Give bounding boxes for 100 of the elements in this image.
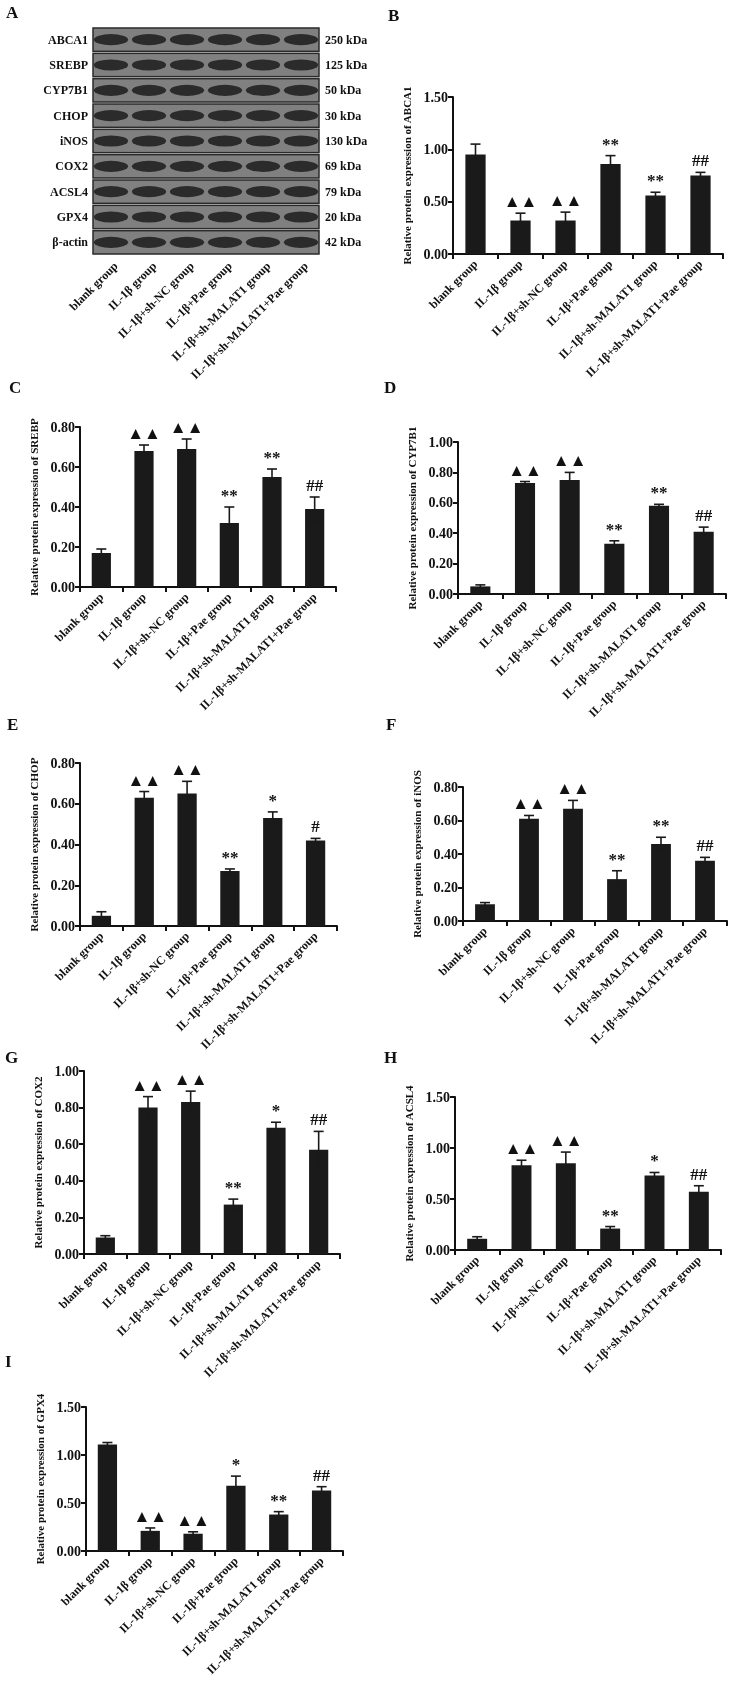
- y-tick-label: 0.20: [50, 877, 75, 893]
- chart-title: C: [9, 378, 22, 397]
- annotation: ▲▲: [127, 770, 162, 790]
- y-tick-label: 0.00: [54, 1246, 79, 1262]
- category-label: β-actin: [52, 235, 88, 250]
- y-tick-label: 0.40: [433, 846, 458, 862]
- y-tick-label: 1.00: [428, 434, 453, 450]
- annotation: ▲▲: [549, 1131, 583, 1151]
- annotation: *: [268, 790, 277, 810]
- y-tick-label: 0.00: [56, 1543, 81, 1559]
- y-tick-label: 0.00: [50, 918, 75, 934]
- category-label: 130 kDa: [325, 134, 368, 148]
- y-axis-title: Relative protein expression of CYP7B1: [406, 426, 419, 610]
- y-tick-label: 0.40: [54, 1173, 79, 1189]
- annotation: **: [263, 448, 281, 467]
- annotation: ##: [696, 836, 714, 856]
- y-tick-label: 0.50: [56, 1495, 81, 1511]
- category-label: 125 kDa: [325, 58, 368, 72]
- y-tick-label: 0.40: [50, 499, 75, 515]
- y-tick-label: 0.00: [428, 586, 453, 602]
- y-tick-label: 0.20: [428, 556, 453, 572]
- category-label: GPX4: [56, 210, 88, 224]
- category-label: CHOP: [53, 108, 88, 123]
- category-label: 30 kDa: [325, 108, 362, 123]
- y-tick-label: 0.20: [433, 880, 458, 895]
- annotation: *: [231, 1455, 241, 1475]
- annotation: **: [220, 486, 238, 505]
- annotation: ▲▲: [556, 779, 590, 799]
- y-tick-label: 1.00: [56, 1447, 81, 1463]
- y-tick-label: 0.50: [425, 1191, 450, 1207]
- category-label: 20 kDa: [325, 210, 362, 224]
- annotation: ##: [310, 1110, 328, 1130]
- annotation: *: [271, 1101, 281, 1121]
- text: A: [6, 3, 19, 22]
- y-tick-label: 0.40: [50, 837, 75, 852]
- category-label: SREBP: [49, 58, 88, 72]
- annotation: ▲▲: [548, 191, 583, 211]
- annotation: ▲▲: [508, 460, 542, 480]
- annotation: **: [647, 171, 664, 191]
- y-tick-label: 0.80: [54, 1100, 79, 1116]
- y-tick-label: 0.60: [50, 459, 75, 475]
- chart-title: F: [386, 715, 397, 734]
- annotation: **: [221, 847, 239, 867]
- category-label: 42 kDa: [325, 235, 362, 250]
- chart-title: H: [384, 1048, 398, 1067]
- chart-title: G: [5, 1048, 19, 1067]
- annotation: ##: [690, 1164, 708, 1184]
- annotation: **: [650, 483, 668, 503]
- y-tick-label: 0.00: [433, 913, 458, 929]
- annotation: ▲▲: [133, 1506, 168, 1526]
- category-label: ACSL4: [49, 184, 88, 199]
- category-label: 79 kDa: [325, 184, 362, 199]
- annotation: ##: [695, 506, 713, 526]
- annotation: ▲▲: [170, 760, 204, 780]
- y-tick-label: 0.80: [428, 464, 453, 480]
- annotation: ▲▲: [127, 424, 161, 443]
- annotation: *: [650, 1151, 659, 1171]
- y-tick-label: 0.00: [425, 1242, 450, 1258]
- y-tick-label: 1.00: [54, 1063, 79, 1079]
- y-axis-title: Relative protein expression of iNOS: [411, 770, 424, 938]
- annotation: ▲▲: [176, 1510, 210, 1530]
- y-axis-title: Relative protein expression of CHOP: [28, 757, 41, 932]
- annotation: ##: [306, 476, 324, 495]
- category-label: ABCA1: [47, 32, 88, 47]
- y-tick-label: 1.50: [56, 1399, 81, 1415]
- y-tick-label: 1.00: [423, 141, 448, 157]
- annotation: ▲▲: [504, 1139, 539, 1159]
- annotation: **: [601, 1205, 619, 1225]
- y-tick-label: 0.20: [54, 1209, 79, 1225]
- annotation: **: [605, 519, 623, 539]
- chart-title: D: [384, 378, 397, 397]
- category-label: 250 kDa: [325, 32, 368, 47]
- annotation: ▲▲: [131, 1075, 165, 1095]
- annotation: ▲▲: [512, 794, 546, 814]
- y-axis-title: Relative protein expression of ABCA1: [401, 86, 414, 265]
- y-tick-label: 0.80: [433, 779, 458, 795]
- y-tick-label: 0.00: [423, 246, 448, 262]
- y-axis-title: Relative protein expression of COX2: [32, 1076, 45, 1249]
- y-tick-label: 0.60: [50, 796, 75, 812]
- y-tick-label: 1.50: [425, 1089, 450, 1105]
- y-tick-label: 0.60: [433, 813, 458, 828]
- chart-title: I: [5, 1352, 12, 1371]
- chart-title: B: [388, 6, 400, 25]
- y-tick-label: 0.60: [54, 1136, 79, 1152]
- category-label: 69 kDa: [325, 159, 362, 174]
- annotation: ##: [692, 151, 710, 171]
- chart-title: E: [7, 715, 19, 734]
- annotation: #: [311, 817, 321, 837]
- category-label: CYP7B1: [43, 83, 88, 98]
- annotation: **: [608, 849, 626, 869]
- y-tick-label: 0.50: [423, 194, 448, 210]
- annotation: **: [602, 134, 619, 154]
- annotation: **: [270, 1490, 288, 1510]
- annotation: **: [224, 1178, 242, 1198]
- annotation: ▲▲: [503, 192, 538, 212]
- y-tick-label: 0.20: [50, 539, 75, 555]
- category-label: 50 kDa: [325, 83, 362, 98]
- y-axis-title: Relative protein expression of ACSL4: [403, 1084, 416, 1262]
- y-tick-label: 1.00: [425, 1140, 450, 1156]
- y-tick-label: 0.80: [50, 755, 75, 771]
